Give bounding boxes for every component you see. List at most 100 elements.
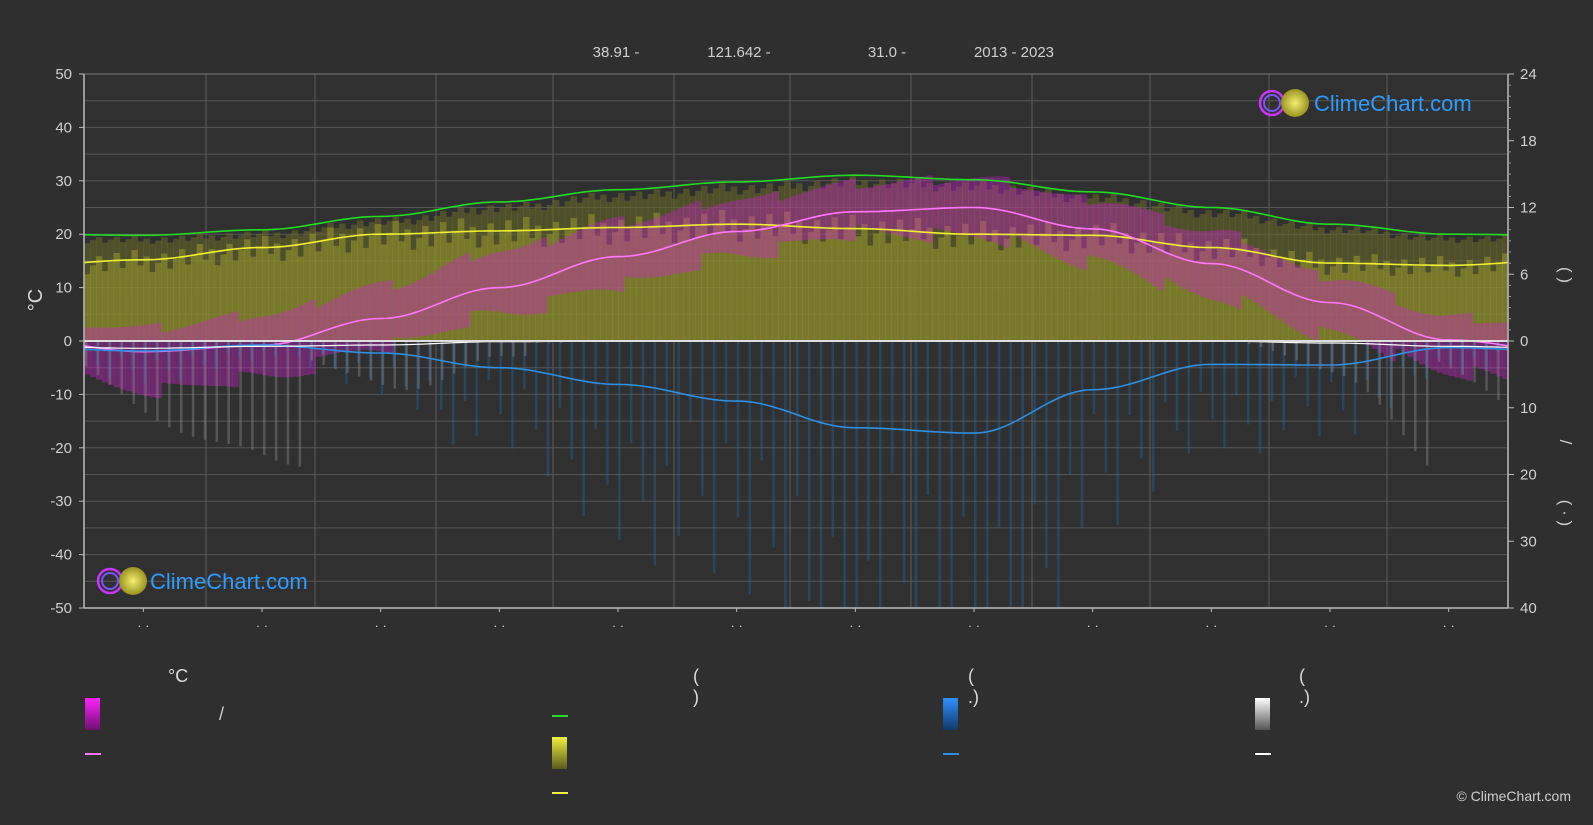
precip-bar bbox=[1424, 341, 1428, 380]
temp-range-bar bbox=[635, 223, 643, 278]
snow-bar bbox=[1283, 341, 1287, 356]
temp-range-bar bbox=[1401, 307, 1408, 354]
snow-bar bbox=[239, 341, 242, 447]
right-axis-label-lower2: ( · ) bbox=[1556, 500, 1575, 526]
precip-bar bbox=[238, 341, 241, 358]
temp-range-bar bbox=[754, 196, 761, 258]
temp-range-bar bbox=[784, 198, 791, 242]
temp-range-bar bbox=[831, 182, 839, 240]
precip-bar bbox=[1330, 341, 1333, 382]
precip-bar bbox=[1270, 341, 1274, 401]
sunshine-bar bbox=[641, 238, 649, 341]
snow-bar bbox=[85, 341, 88, 367]
precip-bar bbox=[629, 341, 633, 443]
precip-bar bbox=[1033, 341, 1036, 505]
snow-bar bbox=[132, 341, 135, 404]
precip-bar bbox=[499, 341, 502, 415]
snow-bar bbox=[334, 341, 337, 370]
sunshine-bar bbox=[1478, 265, 1485, 341]
sunshine-bar bbox=[908, 229, 916, 341]
temp-range-bar bbox=[493, 252, 500, 312]
sunshine-bar bbox=[1318, 259, 1325, 341]
temp-range-bar bbox=[778, 200, 785, 242]
temp-range-bar bbox=[445, 262, 453, 331]
sunshine-bar bbox=[724, 232, 732, 341]
temp-range-bar bbox=[1235, 231, 1242, 309]
temp-range-bar bbox=[718, 203, 726, 253]
sunshine-bar bbox=[262, 236, 269, 341]
temp-range-bar bbox=[1300, 267, 1307, 335]
sunshine-bar bbox=[1389, 275, 1396, 341]
snow-bar bbox=[559, 341, 563, 344]
sunshine-bar bbox=[1122, 232, 1129, 341]
temp-range-bar bbox=[428, 273, 435, 335]
sunshine-bar bbox=[374, 224, 382, 341]
latitude-label: 38.91 - bbox=[593, 44, 640, 61]
temp-range-bar bbox=[867, 187, 874, 229]
precip-bar bbox=[926, 341, 930, 495]
sunshine-bar bbox=[1442, 270, 1450, 341]
precip-bar bbox=[855, 341, 858, 608]
sunshine-bar bbox=[552, 221, 560, 341]
sunshine-bar bbox=[1353, 255, 1361, 341]
sunshine-bar bbox=[689, 239, 696, 341]
years-label: 2013 - 2023 bbox=[974, 44, 1054, 61]
temp-range-bar bbox=[576, 230, 583, 292]
temp-range-bar bbox=[618, 216, 625, 292]
sunshine-bar bbox=[1205, 241, 1212, 341]
temp-range-bar bbox=[825, 184, 833, 240]
precip-bar bbox=[250, 341, 253, 361]
sunshine-bar bbox=[718, 210, 726, 341]
temp-range-bar bbox=[612, 217, 619, 291]
sunshine-bar bbox=[985, 241, 993, 341]
sunshine-bar bbox=[208, 249, 216, 341]
snow-bar bbox=[168, 341, 171, 428]
right-tick-label: 6 bbox=[1520, 266, 1528, 283]
precip-bar bbox=[475, 341, 479, 437]
precip-bar bbox=[1294, 341, 1297, 377]
temp-range-bar bbox=[819, 186, 827, 240]
temp-range-bar bbox=[1015, 188, 1023, 238]
left-tick-label: -40 bbox=[50, 547, 72, 564]
precip-bar bbox=[167, 341, 170, 371]
temp-range-bar bbox=[1229, 230, 1236, 306]
legend-swatch-rain-fill bbox=[943, 698, 958, 730]
temp-range-bar bbox=[339, 295, 346, 353]
snow-bar bbox=[1295, 341, 1298, 361]
precip-bar bbox=[618, 341, 621, 541]
temp-range-bar bbox=[190, 324, 198, 386]
temp-range-bar bbox=[321, 304, 328, 356]
precip-bar bbox=[724, 341, 728, 443]
sunshine-bar bbox=[736, 241, 744, 341]
sunshine-bar bbox=[1175, 233, 1183, 341]
precip-bar bbox=[523, 341, 526, 390]
sunshine-bar bbox=[196, 244, 204, 341]
legend-heading-sun: ( ) bbox=[693, 666, 699, 707]
temp-range-bar bbox=[1318, 281, 1325, 327]
sunshine-bar bbox=[885, 243, 892, 341]
legend-swatch-temp-line bbox=[85, 753, 101, 755]
precip-bar bbox=[1057, 341, 1060, 608]
climechart-logo-bottom[interactable]: ClimeChart.com bbox=[96, 567, 308, 595]
sunshine-bar bbox=[979, 221, 987, 341]
temp-range-bar bbox=[309, 299, 316, 375]
x-tick-label: · · bbox=[731, 618, 743, 633]
snow-bar bbox=[547, 341, 551, 344]
precip-bar bbox=[273, 341, 277, 357]
sunshine-bar bbox=[511, 241, 518, 341]
sunshine-bar bbox=[529, 237, 536, 341]
sunshine-bar bbox=[1419, 257, 1426, 341]
precip-bar bbox=[1377, 341, 1380, 398]
precip-bar bbox=[701, 341, 704, 496]
temp-range-bar bbox=[1157, 213, 1165, 291]
sunshine-bar bbox=[606, 244, 613, 341]
precip-bar bbox=[285, 341, 289, 349]
climechart-logo-top[interactable]: ClimeChart.com bbox=[1258, 89, 1472, 117]
temp-range-bar bbox=[659, 215, 667, 277]
sunshine-bar bbox=[1163, 252, 1171, 341]
sunshine-bar bbox=[1466, 259, 1473, 341]
temp-range-bar bbox=[588, 224, 595, 290]
snow-bar bbox=[524, 341, 527, 356]
temp-range-bar bbox=[422, 276, 429, 336]
